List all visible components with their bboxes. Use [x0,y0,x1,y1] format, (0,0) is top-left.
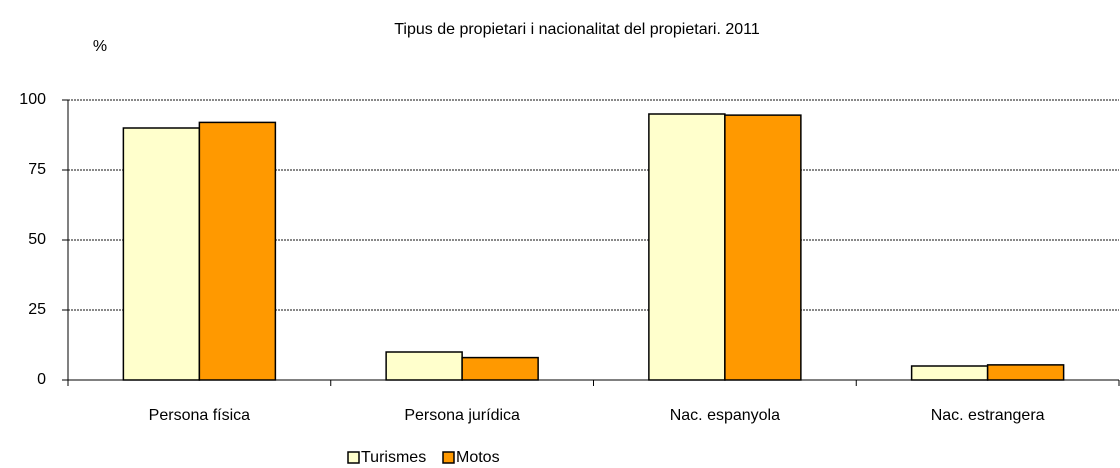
y-tick-label: 75 [28,161,46,178]
y-tick-label: 0 [37,371,46,388]
bar [461,356,539,381]
y-tick-label: 50 [28,231,46,248]
y-tick-label: 100 [19,91,46,108]
x-tick-label: Persona jurídica [404,407,520,424]
bar [986,364,1065,381]
x-tick-label: Nac. estrangera [931,407,1045,424]
x-tick-label: Persona física [149,407,250,424]
bar [385,351,463,381]
legend-label: Motos [456,449,500,466]
legend-swatch [442,451,455,464]
bar [122,127,201,381]
y-tick-label: 25 [28,301,46,318]
legend-swatch [347,451,360,464]
legend-label: Turismes [361,449,426,466]
bar [910,365,989,381]
bar [648,113,726,381]
x-tick-label: Nac. espanyola [670,407,780,424]
y-axis-label: % [93,38,107,55]
bar [724,114,802,381]
chart-title: Tipus de propietari i nacionalitat del p… [394,21,760,38]
bar [198,121,277,381]
